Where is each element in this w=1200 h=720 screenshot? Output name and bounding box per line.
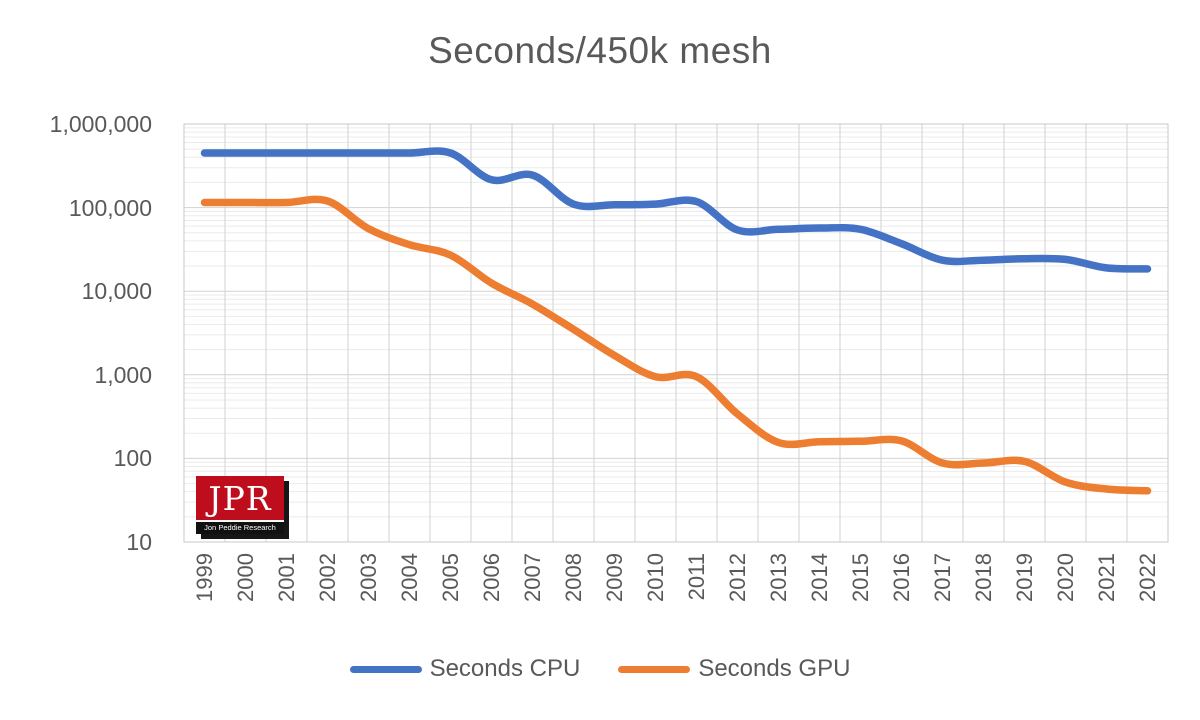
x-tick-label: 2004 xyxy=(396,553,422,602)
legend-swatch-gpu xyxy=(618,665,691,673)
y-tick-label: 100,000 xyxy=(68,194,152,221)
x-tick-label: 2006 xyxy=(478,553,504,602)
legend-item-gpu: Seconds GPU xyxy=(618,655,850,683)
x-tick-label: 2019 xyxy=(1011,553,1037,602)
jpr-logo-subtext: Jon Peddie Research xyxy=(196,522,284,534)
x-tick-label: 2017 xyxy=(929,553,955,602)
legend-label-gpu: Seconds GPU xyxy=(698,655,851,682)
x-tick-label: 2010 xyxy=(642,553,668,602)
x-tick-label: 2008 xyxy=(560,553,586,602)
x-tick-label: 2013 xyxy=(765,553,791,602)
x-tick-label: 2001 xyxy=(273,553,299,602)
x-tick-label: 2015 xyxy=(847,553,873,602)
x-tick-label: 2002 xyxy=(314,553,340,602)
x-tick-label: 2020 xyxy=(1052,553,1078,602)
x-tick-label: 2009 xyxy=(601,553,627,602)
y-tick-label: 1,000 xyxy=(94,361,152,388)
x-tick-label: 2011 xyxy=(683,553,709,601)
legend: Seconds CPU Seconds GPU xyxy=(0,655,1200,683)
jpr-logo-initials: JPR xyxy=(196,476,284,522)
series-line-cpu xyxy=(200,147,1152,273)
x-tick-label: 2021 xyxy=(1093,553,1119,602)
y-tick-label: 10,000 xyxy=(81,278,152,305)
series-line-gpu xyxy=(200,195,1152,495)
x-tick-label: 2014 xyxy=(806,553,832,602)
legend-swatch-cpu xyxy=(349,665,422,673)
chart-title: Seconds/450k mesh xyxy=(428,30,772,71)
x-tick-label: 2018 xyxy=(970,553,996,602)
x-tick-label: 2012 xyxy=(724,553,750,602)
x-tick-label: 1999 xyxy=(191,553,217,602)
y-tick-label: 10 xyxy=(126,529,152,555)
plot-border xyxy=(183,123,1169,543)
x-tick-label: 2005 xyxy=(437,553,463,602)
y-tick-label: 1,000,000 xyxy=(49,111,152,137)
x-tick-label: 2022 xyxy=(1134,553,1160,602)
x-tick-label: 2016 xyxy=(888,553,914,602)
legend-item-cpu: Seconds CPU xyxy=(349,655,581,683)
legend-label-cpu: Seconds CPU xyxy=(429,655,581,682)
jpr-watermark-logo: JPR Jon Peddie Research xyxy=(196,476,284,534)
y-tick-label: 100 xyxy=(113,445,152,472)
x-tick-label: 2007 xyxy=(519,553,545,602)
x-tick-label: 2000 xyxy=(232,553,258,602)
x-tick-label: 2003 xyxy=(355,553,381,602)
